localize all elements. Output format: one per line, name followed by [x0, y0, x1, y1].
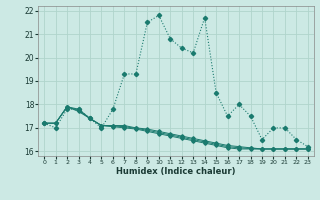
X-axis label: Humidex (Indice chaleur): Humidex (Indice chaleur)	[116, 167, 236, 176]
